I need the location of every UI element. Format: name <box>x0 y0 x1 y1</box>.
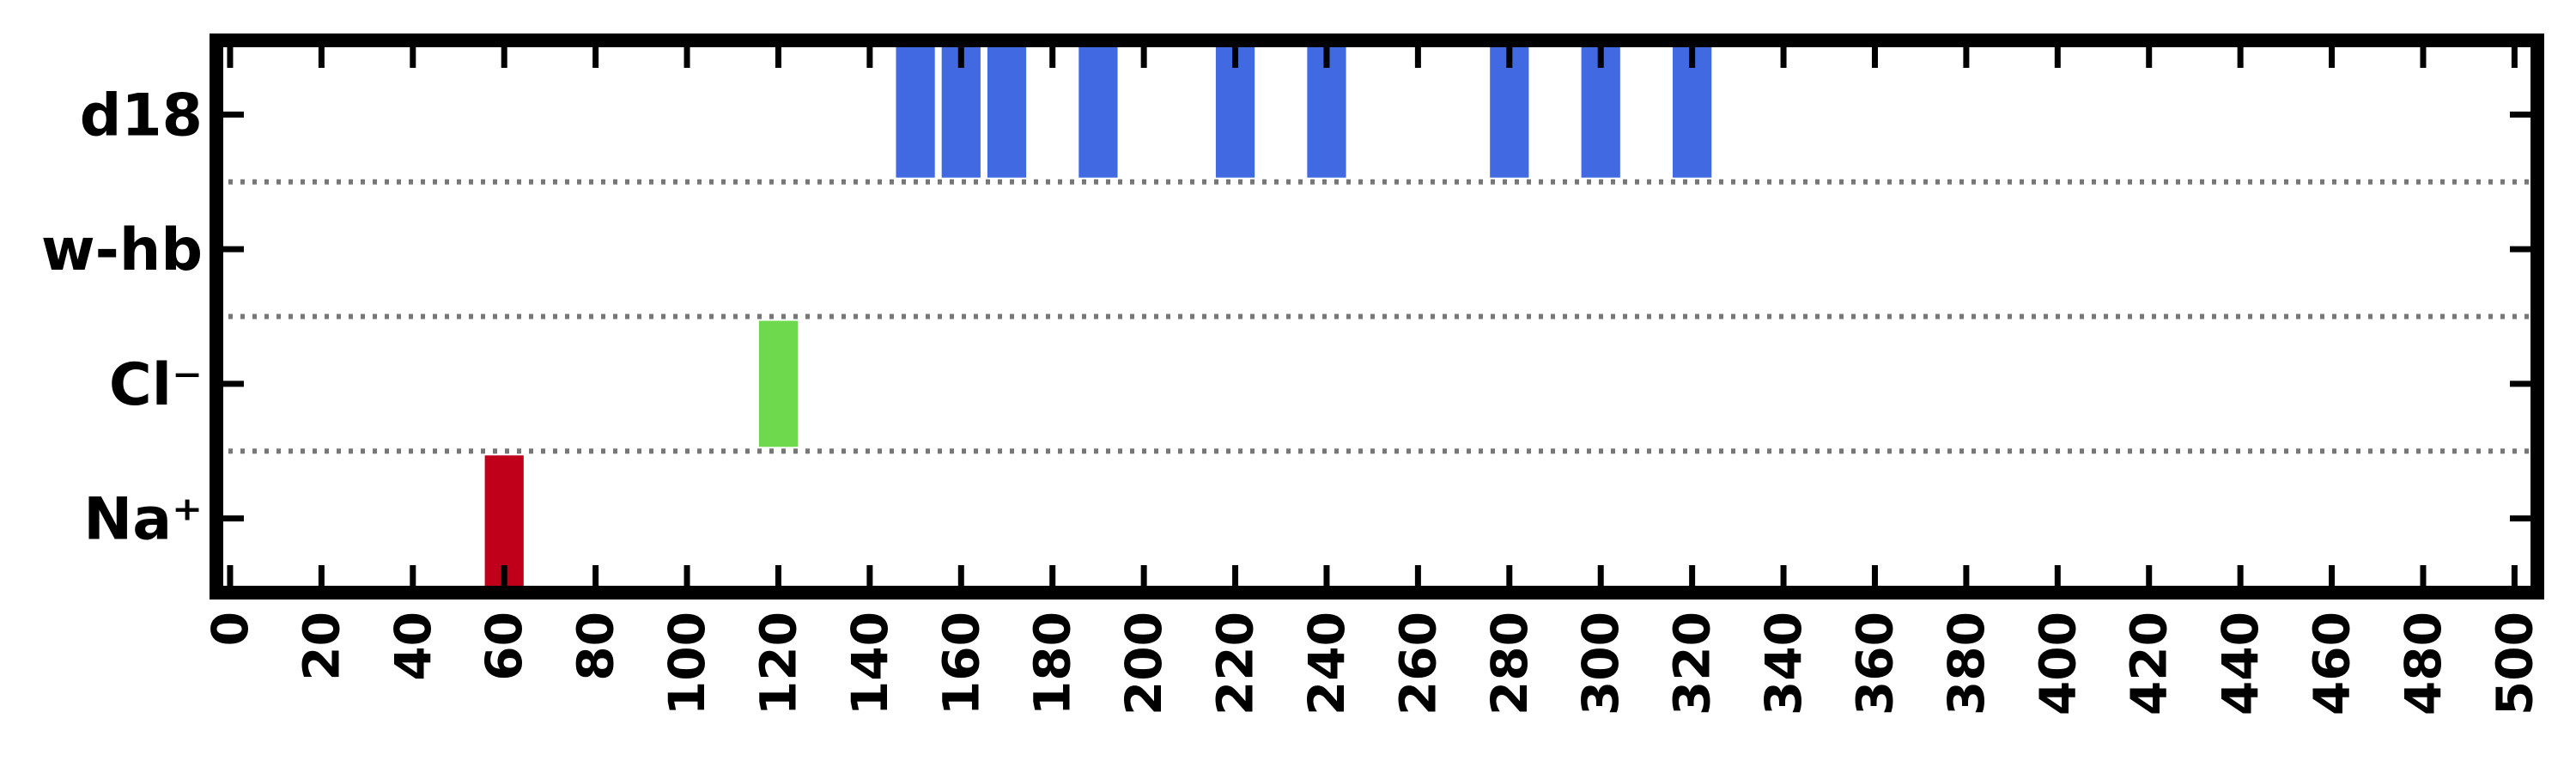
event-bar <box>758 320 799 447</box>
x-tick-label: 340 <box>1754 612 1813 715</box>
event-bar <box>987 47 1027 178</box>
event-bar <box>1673 47 1712 178</box>
bars-layer <box>484 47 1712 586</box>
x-tick-label: 480 <box>2394 612 2452 715</box>
x-tick-label: 140 <box>841 612 899 715</box>
x-tick-label: 440 <box>2211 612 2269 715</box>
event-bar <box>1078 47 1118 178</box>
event-bar <box>1215 47 1255 178</box>
x-tick-label: 400 <box>2028 612 2087 715</box>
x-tick-label: 100 <box>658 612 716 715</box>
x-tick-label: 220 <box>1206 612 1265 715</box>
x-tick-label: 420 <box>2120 612 2178 715</box>
x-tick-label: 280 <box>1480 612 1539 715</box>
x-tick-label: 260 <box>1388 612 1447 715</box>
plot-frame <box>210 33 2544 600</box>
y-tick-label: d18 <box>80 82 203 149</box>
x-tick-label: 160 <box>932 612 990 715</box>
x-tick-label: 360 <box>1845 612 1904 715</box>
x-tick-label: 240 <box>1297 612 1356 715</box>
y-tick-label: w-hb <box>41 216 203 284</box>
y-tick-label: Na⁺ <box>83 486 203 554</box>
y-tick-label: Cl⁻ <box>109 351 203 419</box>
row-separators <box>216 179 2537 454</box>
x-tick-label: 380 <box>1937 612 1996 715</box>
x-tick-label: 20 <box>292 612 350 681</box>
x-tick-label: 60 <box>475 612 533 681</box>
event-bar <box>1490 47 1529 178</box>
x-tick-label: 500 <box>2485 612 2543 715</box>
x-tick-label: 0 <box>201 612 259 646</box>
x-tick-label: 40 <box>384 612 442 681</box>
x-tick-labels: 0 20 40 60 80 100 120 140 160 180 200 220 240 260 280 3… <box>201 612 2543 715</box>
y-tick-labels: d18 w-hb Cl⁻ Na⁺ <box>41 82 203 553</box>
x-tick-label: 200 <box>1115 612 1173 715</box>
x-tick-label: 300 <box>1571 612 1630 715</box>
event-bar <box>941 47 981 178</box>
event-bar <box>1307 47 1346 178</box>
x-tick-label: 460 <box>2303 612 2361 715</box>
event-bar <box>1581 47 1620 178</box>
x-tick-label: 180 <box>1024 612 1082 715</box>
x-tick-label: 120 <box>749 612 807 715</box>
event-bar <box>484 455 524 586</box>
x-tick-label: 80 <box>567 612 625 681</box>
event-bar <box>896 47 935 178</box>
x-tick-label: 320 <box>1663 612 1722 715</box>
